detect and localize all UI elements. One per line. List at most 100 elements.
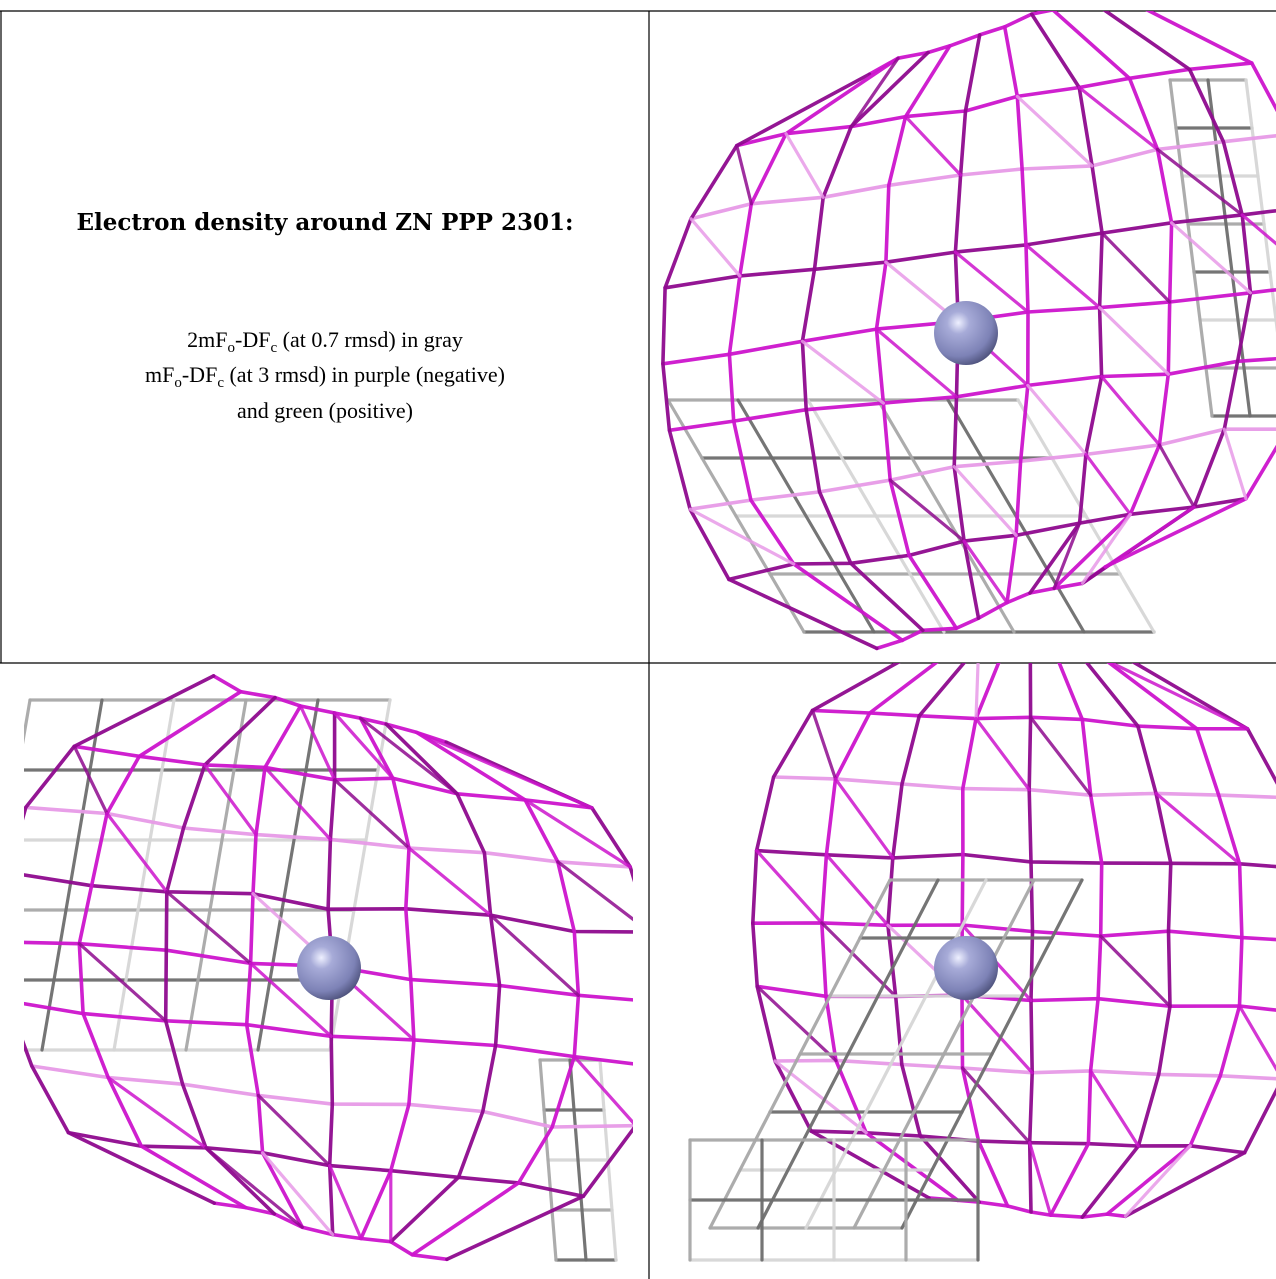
mesh-strand [165,890,253,966]
mesh-strand [333,778,411,850]
mesh-strand [1103,11,1276,569]
mesh-strand [1222,427,1248,501]
mesh-strand [663,208,1276,290]
mesh-strand [784,132,825,199]
mesh-strand [933,643,1126,660]
mesh-strand [1244,78,1276,333]
mesh-strand [1028,1141,1053,1217]
mesh-strand [358,716,459,796]
mesh-strand [736,398,876,634]
mesh-strand [105,811,169,894]
mesh-strand [523,798,632,869]
mesh-strand [903,114,963,177]
mesh-strand [249,961,333,1038]
mesh-strand [708,878,892,1230]
mesh-strand [727,56,905,643]
mesh-strand [806,398,946,634]
mesh-strand [1084,452,1132,516]
mesh-strand [1080,663,1173,1219]
mesh-strand [1123,663,1276,1219]
mesh-strand [77,942,168,1023]
mesh-strand [263,765,332,842]
mesh-strand [688,507,796,566]
mesh-strand [688,427,1276,512]
mesh-strand [1108,663,1250,731]
mesh-strand [1028,715,1093,797]
mesh-strand [489,913,581,997]
mesh-strand [974,716,1031,792]
mesh-strand [1100,231,1172,304]
mesh-strand [1028,12,1104,595]
caption-line-2: mFo-DFc (at 3 rmsd) in purple (negative) [145,362,505,391]
mesh-strand [735,144,753,206]
mesh-strand [667,356,1276,433]
mesh-strand [106,1075,208,1150]
table-grid [0,10,1276,1279]
mesh-strand [727,496,1248,582]
mesh-strand [734,61,1254,148]
mesh-strand [750,663,931,1200]
mesh-strand [163,695,277,1216]
mesh-strand [1051,11,1174,591]
mesh-strand [1080,512,1132,585]
mesh-strand [1024,243,1102,310]
mesh-strand [962,539,1009,605]
mesh-strand [384,722,502,1244]
mesh-strand [1105,663,1244,1216]
purple-density-mesh [750,643,1276,1219]
mesh-strand [1077,85,1160,151]
mesh-strand [960,1066,1032,1145]
mesh-strand [960,993,1034,1075]
mesh-strand [755,984,838,1063]
mesh-strand [203,763,258,837]
zinc-atom [934,936,998,1000]
caption-panel: Electron density around ZN PPP 2301: 2mF… [77,209,574,423]
mesh-strand [211,674,449,745]
mesh-strand [833,777,895,860]
mesh-strand [444,740,633,1262]
mesh-strand [1015,94,1094,168]
mesh-strand [1103,505,1196,569]
mesh-strand [358,716,416,1241]
mesh-strand [1097,306,1170,376]
view-bottom-left [24,674,633,1262]
mesh-strand [888,478,966,543]
mesh-strand [876,398,1016,634]
mesh-strand [407,846,493,917]
mesh-strand [598,1058,618,1262]
mesh-strand [1080,11,1253,586]
mesh-strand [1154,791,1242,866]
zinc-atom [297,936,361,1000]
mesh-strand [415,730,594,810]
mesh-strand [1016,398,1156,634]
mesh-strand [40,698,104,1052]
mesh-strand [800,339,886,405]
mesh-strand [24,674,216,1205]
mesh-strand [66,1130,586,1199]
mesh-strand [952,465,1018,537]
mesh-strand [1169,221,1253,295]
mesh-strand [1026,383,1088,456]
mesh-strand [771,775,1276,800]
mesh-strand [1027,663,1035,1214]
mesh-strand [689,217,742,278]
mesh-strand [556,860,633,922]
view-bottom-right [688,643,1276,1262]
mesh-strand [333,711,395,780]
mesh-strand [1099,934,1172,1008]
mesh-strand [824,853,890,927]
mesh-strand [184,698,248,1052]
mesh-strand [72,744,109,816]
mesh-strand [867,11,1055,76]
mesh-strand [874,327,959,399]
mesh-strand [572,1054,633,1125]
mesh-strand [953,250,1030,314]
mesh-strand [1155,147,1244,217]
mesh-strand [852,878,1036,1230]
mesh-strand [661,72,879,651]
mesh-strand [1240,213,1276,246]
mesh-strand [974,663,980,721]
mesh-strand [256,698,320,1052]
mesh-strand [538,1058,558,1262]
